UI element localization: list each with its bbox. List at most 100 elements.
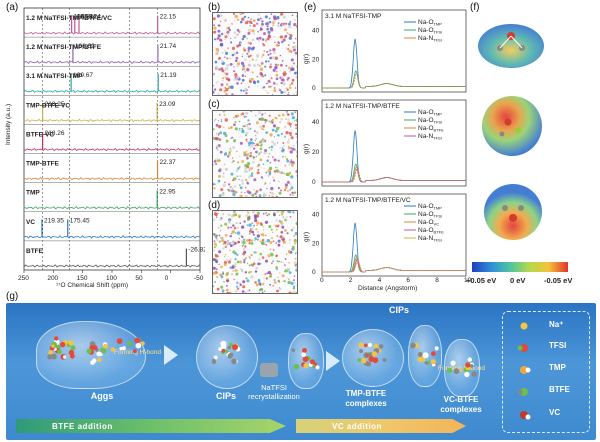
- sim-atom: [282, 15, 286, 19]
- sim-atom: [236, 253, 239, 256]
- sim-atom: [223, 197, 224, 198]
- molecule-atom: [417, 352, 423, 357]
- sim-atom: [286, 267, 291, 271]
- sim-atom: [224, 167, 229, 171]
- sim-atom: [273, 89, 277, 92]
- sim-atom: [240, 191, 243, 193]
- molecule-atom: [231, 358, 237, 365]
- sim-atom: [282, 73, 286, 77]
- molecule-atom: [221, 348, 226, 353]
- sim-atom: [227, 226, 230, 229]
- nmr-trace-label: 1.2 M NaTFSI-TMP/BTFE/VC: [26, 15, 112, 22]
- sim-atom: [264, 39, 268, 42]
- sim-atom: [297, 55, 298, 57]
- sim-atom: [224, 94, 226, 95]
- sim-atom: [268, 114, 271, 117]
- sim-atom: [258, 278, 260, 281]
- sim-atom: [215, 65, 219, 70]
- sim-atom: [222, 183, 226, 187]
- sim-atom: [235, 56, 239, 60]
- sim-atom: [246, 96, 249, 97]
- sim-atom: [251, 230, 255, 234]
- rdf-ytick-label: 20: [312, 56, 320, 63]
- sim-atom: [264, 273, 267, 275]
- sim-atom: [227, 155, 230, 158]
- sim-atom: [288, 278, 290, 280]
- sim-atom: [271, 140, 274, 144]
- molecule-atom: [132, 349, 137, 354]
- sim-atom: [219, 20, 222, 23]
- sim-atom: [293, 93, 296, 95]
- sim-atom: [277, 276, 279, 278]
- molecule-atom: [54, 336, 59, 341]
- sim-atom: [241, 74, 245, 77]
- sim-atom: [244, 166, 247, 170]
- sim-atom: [254, 270, 258, 273]
- sim-atom: [286, 94, 290, 95]
- sim-atom: [284, 183, 288, 187]
- rdf-title: 1.2 M NaTFSI-TMP/BTFE/VC: [325, 197, 411, 204]
- sim-atom: [242, 47, 245, 50]
- sim-atom: [270, 145, 274, 149]
- sim-atom: [213, 271, 216, 275]
- rdf-ylabel-2: g(r): [303, 144, 310, 154]
- sim-atom: [218, 132, 220, 135]
- sim-atom: [289, 293, 291, 294]
- sim-atom: [225, 139, 229, 143]
- legend-na-icon: [520, 322, 528, 330]
- sim-atom: [279, 76, 282, 79]
- sim-atom: [289, 189, 291, 191]
- sim-atom: [275, 77, 279, 81]
- sim-atom: [260, 25, 263, 28]
- sim-atom: [219, 230, 222, 232]
- sim-atom: [222, 111, 226, 113]
- sim-atom: [249, 42, 252, 45]
- sim-atom: [265, 259, 268, 263]
- sim-atom: [287, 280, 291, 285]
- legend-na: Na⁺: [549, 320, 564, 329]
- rdf-xtick-label: 10: [464, 277, 472, 284]
- sim-atom: [216, 287, 220, 291]
- sim-atom: [260, 139, 262, 141]
- sim-atom: [218, 240, 221, 243]
- sim-atom: [253, 214, 257, 218]
- sim-atom: [292, 226, 295, 229]
- sim-atom: [296, 175, 297, 177]
- sim-atom: [228, 183, 231, 186]
- sim-atom: [232, 250, 236, 254]
- sim-atom: [234, 127, 238, 131]
- sim-atom: [289, 182, 292, 185]
- sim-atom: [233, 51, 235, 54]
- sim-atom: [231, 46, 236, 51]
- sim-atom: [226, 63, 230, 67]
- sim-atom: [260, 151, 263, 154]
- rdf-legend-label: Na-NTFSI: [418, 133, 442, 141]
- sim-atom: [282, 216, 284, 218]
- sim-atom: [232, 146, 236, 149]
- sim-atom: [250, 155, 252, 157]
- nmr-peak-label: 175.45: [70, 217, 90, 224]
- recrystallization-label: NaTFSI recrystallization: [248, 383, 300, 401]
- sim-atom: [234, 269, 238, 272]
- sim-atom: [280, 117, 283, 121]
- sim-atom: [277, 142, 279, 144]
- nmr-peak-label: 169.67: [73, 72, 93, 79]
- sim-atom: [261, 140, 265, 143]
- nmr-xtick-label: -50: [194, 275, 204, 282]
- sim-atom: [266, 214, 269, 217]
- sim-atom: [262, 226, 264, 228]
- molecule-atom: [97, 357, 102, 362]
- esp-scale-zero: 0 eV: [510, 276, 526, 285]
- sim-atom: [213, 136, 214, 139]
- sim-atom: [293, 145, 295, 147]
- sim-atom: [216, 238, 219, 242]
- sim-atom: [288, 22, 291, 26]
- sim-atom: [239, 234, 241, 237]
- sim-atom: [241, 270, 243, 272]
- sim-atom: [245, 131, 249, 135]
- sim-atom: [284, 258, 287, 260]
- rdf-legend-subscript: TFSI: [433, 38, 442, 43]
- sim-atom: [286, 32, 289, 34]
- sim-atom: [290, 159, 293, 162]
- sim-atom: [215, 163, 218, 165]
